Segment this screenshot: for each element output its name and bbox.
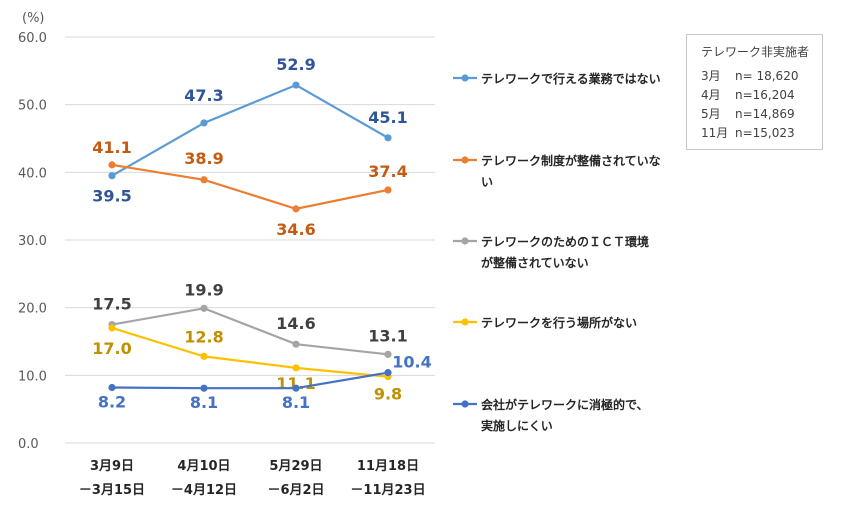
sample-size-row: 3月 n= 18,620 — [701, 66, 822, 85]
legend-label: 実施しにくい — [481, 418, 553, 433]
data-point — [384, 369, 392, 377]
sample-size-title: テレワーク非実施者 — [701, 45, 810, 59]
sample-size-row: 4月 n=16,204 — [701, 85, 822, 104]
x-tick-label: －6月2日 — [267, 483, 324, 498]
x-tick-label: 3月9日 — [90, 459, 134, 474]
sample-size-box: テレワーク非実施者 3月 n= 18,620 4月 n=16,204 5月 n=… — [686, 34, 823, 150]
data-point — [384, 186, 392, 194]
legend-label: が整備されていない — [481, 255, 589, 270]
data-point — [292, 384, 300, 392]
data-label: 47.3 — [184, 86, 223, 105]
sample-month: 5月 — [701, 107, 721, 121]
data-point — [292, 364, 300, 372]
data-label: 8.1 — [190, 393, 218, 412]
data-point — [108, 383, 116, 392]
sample-n: n=16,204 — [735, 87, 795, 102]
data-label: 13.1 — [368, 326, 407, 345]
data-point — [200, 352, 208, 360]
data-label: 37.4 — [368, 162, 407, 181]
legend-label: テレワークで行える業務ではない — [481, 71, 661, 86]
sample-month: 11月 — [701, 126, 729, 140]
data-label: 19.9 — [184, 280, 223, 299]
series-line — [111, 326, 389, 378]
data-point — [200, 176, 208, 184]
x-tick-label: －4月12日 — [171, 483, 237, 498]
legend-marker — [461, 318, 469, 326]
data-point — [108, 161, 116, 169]
data-label: 14.6 — [276, 314, 315, 333]
legend-label: 会社がテレワークに消極的で、 — [481, 397, 649, 412]
legend-marker — [461, 156, 469, 164]
data-label: 8.2 — [98, 393, 126, 412]
data-label: 41.1 — [92, 138, 131, 157]
y-tick-label: 40.0 — [18, 166, 47, 181]
x-tick-label: 4月10日 — [177, 459, 230, 474]
y-tick-label: 50.0 — [18, 99, 47, 114]
data-point — [384, 350, 392, 358]
sample-size-row: 11月 n=15,023 — [701, 123, 822, 142]
legend-label: テレワークのためのＩＣＴ環境 — [481, 234, 649, 249]
sample-size-row: 5月 n=14,869 — [701, 104, 822, 123]
data-label: 52.9 — [276, 55, 315, 74]
data-label: 8.1 — [282, 393, 310, 412]
data-point — [292, 81, 300, 89]
data-point — [200, 384, 208, 392]
data-label: 17.0 — [92, 339, 131, 358]
legend-marker — [461, 400, 469, 408]
data-point — [108, 172, 116, 180]
data-label: 38.9 — [184, 149, 223, 168]
data-label: 12.8 — [184, 327, 223, 346]
data-label: 34.6 — [276, 220, 315, 239]
y-tick-label: 60.0 — [18, 31, 47, 46]
data-label: 9.8 — [374, 385, 402, 404]
data-point — [200, 119, 208, 127]
data-label: 39.5 — [92, 187, 131, 206]
y-tick-label: 20.0 — [18, 302, 47, 317]
sample-month: 3月 — [701, 69, 721, 83]
series-line — [111, 371, 389, 390]
legend-label: テレワーク制度が整備されていな — [481, 153, 661, 168]
sample-n: n=15,023 — [735, 125, 795, 140]
x-tick-label: －3月15日 — [79, 483, 145, 498]
data-point — [200, 304, 208, 312]
legend-label: い — [481, 175, 493, 189]
legend-marker — [461, 74, 469, 82]
series-line — [111, 307, 389, 356]
sample-n: n=14,869 — [735, 106, 795, 121]
data-label: 45.1 — [368, 108, 407, 127]
x-tick-label: 5月29日 — [269, 459, 322, 474]
data-label: 17.5 — [92, 295, 131, 314]
sample-n: n= 18,620 — [735, 68, 799, 83]
x-tick-label: －11月23日 — [350, 483, 425, 498]
data-point — [292, 340, 300, 348]
y-tick-label: 0.0 — [18, 437, 39, 452]
legend-marker — [461, 237, 469, 245]
series-line — [111, 83, 389, 177]
y-tick-label: 10.0 — [18, 369, 47, 384]
legend-label: テレワークを行う場所がない — [481, 315, 637, 330]
data-point — [384, 134, 392, 142]
y-tick-label: 30.0 — [18, 234, 47, 249]
sample-month: 4月 — [701, 88, 721, 102]
data-point — [108, 324, 116, 332]
data-label: 10.4 — [392, 353, 431, 372]
data-point — [292, 205, 300, 213]
y-axis-unit: (%) — [22, 11, 45, 26]
series-line — [111, 163, 389, 211]
x-tick-label: 11月18日 — [357, 459, 419, 474]
